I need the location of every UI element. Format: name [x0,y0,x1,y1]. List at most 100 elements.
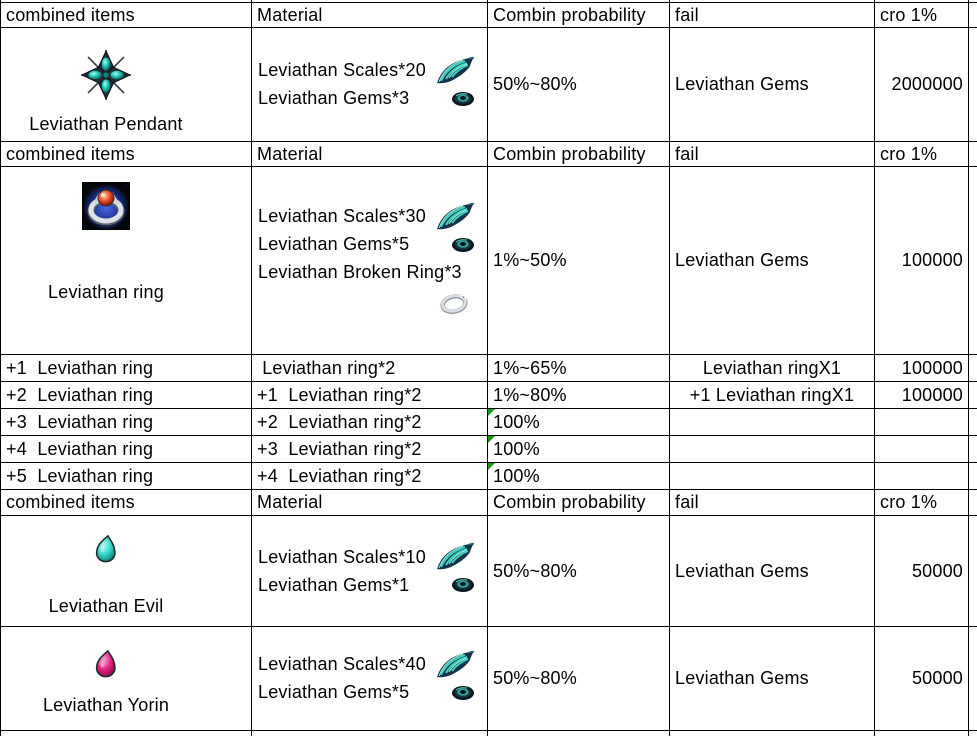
cell-upgrade-cro[interactable] [875,409,969,436]
col-header-combined-items[interactable]: combined items [0,142,252,167]
cut-cell [0,0,252,3]
header-label: Material [257,4,323,25]
leviathan-scales-icon [436,201,475,230]
col-header-fail[interactable]: fail [670,142,875,167]
cell-ring-probability[interactable]: 1%~50% [488,167,670,355]
col-header-probability[interactable]: Combin probability [488,142,670,167]
cell-upgrade-probability[interactable]: 100% [488,436,670,463]
cell-upgrade-material[interactable]: Leviathan ring*2 [252,355,488,382]
material-label: +2 Leviathan ring*2 [257,411,422,432]
cell-upgrade-item[interactable]: +4 Leviathan ring [0,436,252,463]
cell-upgrade-fail[interactable]: +1 Leviathan ringX1 [670,382,875,409]
cell-evil-probability[interactable]: 50%~80% [488,516,670,627]
col-header-probability[interactable]: Combin probability [488,3,670,28]
cell-upgrade-material[interactable]: +1 Leviathan ring*2 [252,382,488,409]
cell-evil-fail[interactable]: Leviathan Gems [670,516,875,627]
cell-upgrade-fail[interactable] [670,409,875,436]
material-label: Leviathan Scales*20 [258,60,426,80]
cell-evil-cro[interactable]: 50000 [875,516,969,627]
cell-pendant-cro[interactable]: 2000000 [875,28,969,142]
material-line: Leviathan Broken Ring*3 [258,259,481,287]
cell-pendant-probability[interactable]: 50%~80% [488,28,670,142]
cell-upgrade-fail[interactable]: Leviathan ringX1 [670,355,875,382]
material-label: +3 Leviathan ring*2 [257,438,422,459]
col-header-probability[interactable]: Combin probability [488,490,670,516]
cell-ring-materials[interactable]: Leviathan Scales*30 Leviathan Gems*5 Lev… [252,167,488,355]
material-label: +1 Leviathan ring*2 [257,384,422,405]
cell-upgrade-material[interactable]: +3 Leviathan ring*2 [252,436,488,463]
material-label: +4 Leviathan ring*2 [257,465,422,486]
cell-upgrade-material[interactable]: +2 Leviathan ring*2 [252,409,488,436]
cell-upgrade-fail[interactable] [670,436,875,463]
cell-upgrade-item[interactable]: +2 Leviathan ring [0,382,252,409]
cell-upgrade-fail[interactable] [670,463,875,490]
cell-upgrade-cro[interactable] [875,463,969,490]
probability-value: 1%~80% [493,384,567,405]
cell-yorin-fail[interactable]: Leviathan Gems [670,627,875,731]
item-name: Leviathan Evil [48,596,164,616]
col-header-material[interactable]: Material [252,142,488,167]
cell-upgrade-probability[interactable]: 1%~65% [488,355,670,382]
col-header-combined-items[interactable]: combined items [0,3,252,28]
cell-upgrade-probability[interactable]: 100% [488,409,670,436]
cell-upgrade-material[interactable]: +4 Leviathan ring*2 [252,463,488,490]
cell-upgrade-item[interactable]: +1 Leviathan ring [0,355,252,382]
fail-value: Leviathan Gems [675,560,809,581]
leviathan-pendant-icon [80,49,132,101]
material-line: Leviathan Scales*30 [258,201,481,231]
col-header-fail[interactable]: fail [670,490,875,516]
cell-upgrade-probability[interactable]: 100% [488,463,670,490]
col-header-fail[interactable]: fail [670,3,875,28]
probability-value: 100% [493,411,540,432]
cell-pendant-fail[interactable]: Leviathan Gems [670,28,875,142]
cut-cell [670,0,875,3]
cell-upgrade-item[interactable]: +3 Leviathan ring [0,409,252,436]
material-label: Leviathan Scales*30 [258,206,426,226]
header-label: Material [257,143,323,164]
cell-yorin-item[interactable]: Leviathan Yorin [0,627,252,731]
cell-pendant-materials[interactable]: Leviathan Scales*20 Leviathan Gems*3 [252,28,488,142]
cro-value: 100000 [901,250,963,270]
header-label: Material [257,492,323,512]
cell-yorin-cro[interactable]: 50000 [875,627,969,731]
material-label: Leviathan Gems*1 [258,574,410,595]
cut-cell [969,0,977,3]
item-name: Leviathan Pendant [29,114,183,134]
col-header-material[interactable]: Material [252,3,488,28]
cell-pendant-item[interactable]: Leviathan Pendant [0,28,252,142]
header-label: cro 1% [880,143,938,164]
item-name: +5 Leviathan ring [6,465,154,486]
cell-upgrade-cro[interactable]: 100000 [875,355,969,382]
col-header-cro[interactable]: cro 1% [875,3,969,28]
material-line [258,287,481,319]
cell-upgrade-probability[interactable]: 1%~80% [488,382,670,409]
cell-ring-item[interactable]: Leviathan ring [0,167,252,355]
cut-cell [488,0,670,3]
material-label: Leviathan Gems*5 [258,234,410,254]
cell-upgrade-item[interactable]: +5 Leviathan ring [0,463,252,490]
fail-value: +1 Leviathan ringX1 [689,384,855,405]
col-header-combined-items[interactable]: combined items [0,490,252,516]
cell-upgrade-cro[interactable]: 100000 [875,382,969,409]
header-label: fail [675,492,699,512]
material-label: Leviathan Scales*40 [258,654,426,674]
cell-ring-cro[interactable]: 100000 [875,167,969,355]
cell-ring-fail[interactable]: Leviathan Gems [670,167,875,355]
col-header-material[interactable]: Material [252,490,488,516]
material-line: Leviathan Scales*20 [258,55,481,85]
cell-yorin-materials[interactable]: Leviathan Scales*40 Leviathan Gems*5 [252,627,488,731]
cut-off-column-cell [969,355,977,382]
cell-evil-item[interactable]: Leviathan Evil [0,516,252,627]
cell-evil-materials[interactable]: Leviathan Scales*10 Leviathan Gems*1 [252,516,488,627]
cut-cell [875,731,969,736]
cut-cell [252,731,488,736]
leviathan-scales-icon [436,55,475,84]
header-label: Combin probability [493,4,646,25]
col-header-cro[interactable]: cro 1% [875,490,969,516]
material-label: Leviathan ring*2 [257,357,396,378]
cell-upgrade-cro[interactable] [875,436,969,463]
material-line: Leviathan Gems*1 [258,571,481,599]
col-header-cro[interactable]: cro 1% [875,142,969,167]
cell-yorin-probability[interactable]: 50%~80% [488,627,670,731]
